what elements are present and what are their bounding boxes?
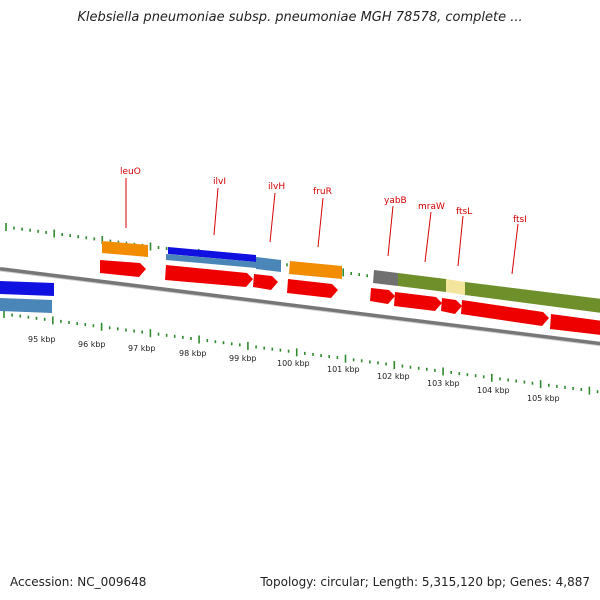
scale-tick-labels: 95 kbp 96 kbp 97 kbp 98 kbp 99 kbp 100 k… [28,335,560,403]
gene-pointer [511,223,519,275]
gene-pointer [317,197,324,248]
gene-label[interactable]: mraW [418,202,445,212]
gene-pointer [387,205,394,257]
gene-block-mraW[interactable] [398,273,446,292]
accession-label: Accession: NC_009648 [10,575,147,589]
cds-arrow[interactable] [461,300,549,326]
feature-block[interactable] [0,281,54,296]
tick-label: 97 kbp [128,344,156,353]
gene-block-ilvH[interactable] [256,257,281,272]
gene-block-yabB[interactable] [373,270,398,286]
tick-label: 101 kbp [327,365,360,374]
genome-backbone [0,267,600,347]
cds-arrow[interactable] [253,274,278,290]
cds-arrow[interactable] [370,288,395,304]
cds-arrow[interactable] [550,314,600,336]
gene-label[interactable]: ftsI [513,215,527,225]
tick-label: 102 kbp [377,372,410,381]
tick-label: 96 kbp [78,340,106,349]
gene-block-leuO[interactable] [102,241,148,257]
tick-label: 95 kbp [28,335,56,344]
cds-arrow[interactable] [100,260,146,277]
tick-label: 99 kbp [229,354,257,363]
gene-block-fruR[interactable] [289,261,342,279]
cds-arrow[interactable] [394,292,442,311]
tick-label: 105 kbp [527,394,560,403]
tick-label: 98 kbp [179,349,207,358]
gene-block-ftsL[interactable] [446,279,465,295]
feature-block[interactable] [0,298,52,313]
gene-label[interactable]: yabB [384,196,407,206]
gene-label[interactable]: fruR [313,187,332,197]
gene-pointer [424,211,432,263]
gene-label[interactable]: ftsL [456,207,472,217]
gene-block-ilvI-lower[interactable] [166,254,256,268]
map-title: Klebsiella pneumoniae subsp. pneumoniae … [77,10,523,25]
tick-label: 104 kbp [477,386,510,395]
gene-label[interactable]: leuO [120,167,141,177]
gene-block-ilvI[interactable] [168,247,256,262]
gene-pointer [457,215,464,267]
gene-labels: leuO ilvI ilvH fruR yabB mraW ftsL ftsI [120,167,527,275]
feature-track [0,241,600,336]
cds-arrow[interactable] [165,265,253,287]
gene-pointer [269,192,276,243]
gene-label[interactable]: ilvI [213,177,226,187]
inner-tick-track [3,310,599,395]
cds-arrow[interactable] [441,298,462,314]
tick-label: 103 kbp [427,379,460,388]
gene-pointer [213,187,219,236]
cds-arrow[interactable] [287,279,338,298]
tick-label: 100 kbp [277,359,310,368]
gene-label[interactable]: ilvH [268,182,285,192]
gene-block-ftsI[interactable] [465,282,600,314]
genome-stats: Topology: circular; Length: 5,315,120 bp… [260,575,590,589]
